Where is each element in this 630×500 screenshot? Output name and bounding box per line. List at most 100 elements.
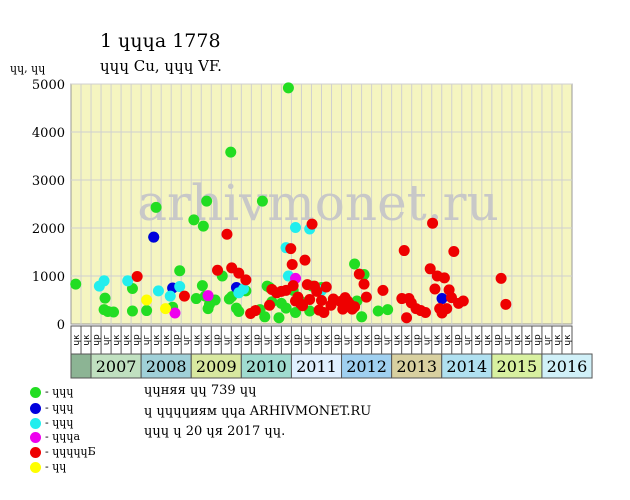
quarter-tick-label: ɥк [513, 334, 523, 346]
data-point [233, 267, 245, 279]
data-point [197, 220, 209, 232]
legend-label: - ɥɥɥɥɥБ [45, 445, 96, 458]
quarter-tick-label: ɥк [232, 334, 242, 346]
year-cell-2009 [190, 353, 242, 379]
data-point [429, 283, 441, 295]
y-tick-label: 5000 [32, 78, 65, 93]
quarter-tick-label: ɥк [272, 334, 282, 346]
quarter-tick-label: ɥк [162, 334, 172, 346]
quarter-tick-label: ɥр [212, 334, 222, 346]
legend-item-green: - ɥɥɥ [30, 385, 73, 399]
year-label: 2010 [246, 357, 287, 376]
data-point [438, 272, 450, 284]
data-point [240, 274, 252, 286]
quarter-tick-label: ɥр [493, 334, 503, 346]
quarter-tick-label: ɥр [132, 334, 142, 346]
year-cell-2014 [441, 353, 493, 379]
quarter-tick-label: ɥк [563, 334, 573, 346]
green-dot-icon [30, 386, 41, 398]
quarter-tick-label: ɥк [473, 334, 483, 346]
data-point [320, 281, 332, 293]
quarter-tick-label: ɥг [543, 335, 553, 346]
legend-item-magenta: - ɥɥɥа [30, 430, 80, 444]
data-point [286, 258, 298, 270]
data-point [131, 270, 143, 282]
quarter-tick-label: ɥк [192, 334, 202, 346]
data-point [424, 263, 436, 275]
data-point [201, 195, 213, 207]
data-point [273, 312, 285, 324]
data-point [196, 280, 208, 292]
data-point [427, 217, 439, 229]
legend-label: - ɥɥɥ [45, 416, 74, 429]
magenta-dot-icon [30, 431, 41, 443]
data-point [238, 283, 250, 295]
year-label: 2007 [96, 357, 137, 376]
quarter-tick-label: ɥр [333, 334, 343, 346]
data-point [152, 285, 164, 297]
y-tick-label: 2000 [32, 222, 65, 237]
year-label: 2015 [497, 357, 538, 376]
data-point [356, 311, 368, 323]
quarter-tick-label: ɥк [242, 334, 252, 346]
data-point [126, 305, 138, 317]
data-point [282, 82, 294, 94]
data-point [202, 290, 214, 302]
legend-label: - ɥɥɥ [45, 385, 74, 398]
data-point [108, 306, 120, 318]
quarter-tick-label: ɥк [82, 334, 92, 346]
quarter-tick-label: ɥг [102, 335, 112, 346]
data-point [164, 290, 176, 302]
quarter-tick-label: ɥр [533, 334, 543, 346]
y-tick-label: 3000 [32, 174, 65, 189]
quarter-tick-label: ɥк [72, 334, 82, 346]
quarter-tick-label: ɥк [523, 334, 533, 346]
legend-label: - ɥɥ [45, 460, 67, 473]
data-point [122, 275, 134, 287]
quarter-tick-label: ɥк [393, 334, 403, 346]
data-point [349, 301, 361, 313]
quarter-tick-label: ɥг [222, 335, 232, 346]
year-cell-2013 [391, 353, 443, 379]
legend-item-cyan: - ɥɥɥ [30, 416, 73, 430]
cyan-dot-icon [30, 417, 41, 429]
data-point [349, 258, 361, 270]
data-point [306, 218, 318, 230]
data-point [377, 284, 389, 296]
data-point [353, 268, 365, 280]
chart-title: 1 ɥɥɥа 1778 [100, 30, 221, 52]
quarter-tick-label: ɥк [202, 334, 212, 346]
quarter-tick-label: ɥк [122, 334, 132, 346]
data-point [233, 306, 245, 318]
info-date: ɥɥɥ ɥ 20 ɥя 2017 ɥɥ. [144, 424, 286, 439]
year-label: 2009 [196, 357, 237, 376]
quarter-tick-label: ɥк [152, 334, 162, 346]
data-point [316, 294, 327, 306]
quarter-tick-label: ɥр [92, 334, 102, 346]
data-point [290, 222, 302, 234]
blue-dot-icon [30, 402, 41, 414]
data-point [256, 195, 268, 207]
quarter-tick-label: ɥк [353, 334, 363, 346]
quarter-tick-label: ɥк [363, 334, 373, 346]
legend-item-yellow: - ɥɥ [30, 460, 66, 474]
data-point [259, 311, 271, 323]
data-point [382, 304, 394, 316]
info-average-price: ɥɥняя ɥɥ 739 ɥɥ [144, 383, 257, 398]
quarter-tick-label: ɥр [453, 334, 463, 346]
data-point [287, 280, 299, 292]
quarter-tick-label: ɥк [282, 334, 292, 346]
year-label: 2008 [146, 357, 187, 376]
data-point [212, 264, 224, 276]
data-point [178, 290, 190, 302]
quarter-tick-label: ɥг [503, 335, 513, 346]
quarter-tick-label: ɥр [172, 334, 182, 346]
data-point [318, 306, 330, 318]
data-point [225, 146, 237, 158]
data-point [360, 291, 372, 303]
data-point [441, 303, 453, 315]
data-point [174, 281, 186, 293]
quarter-tick-label: ɥк [112, 334, 122, 346]
quarter-tick-label: ɥг [302, 335, 312, 346]
